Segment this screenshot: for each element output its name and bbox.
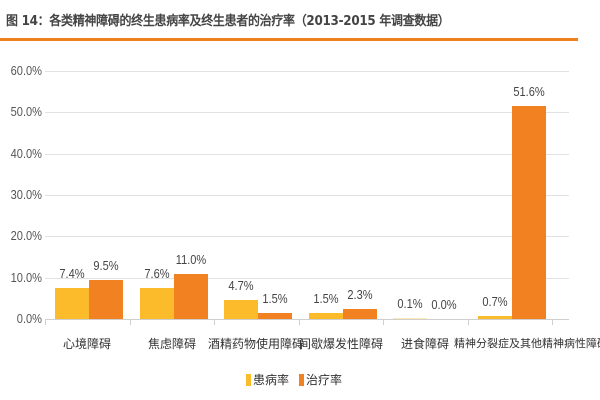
y-tick-label: 0.0% [16, 311, 42, 326]
x-category-label: 焦虑障碍 [147, 337, 196, 351]
x-category-label: 进食障碍 [400, 337, 449, 351]
legend-label: 治疗率 [306, 373, 343, 387]
y-tick-label: 30.0% [10, 187, 42, 202]
bar-treatment[interactable] [343, 309, 377, 319]
bar-treatment[interactable] [89, 280, 123, 319]
bar-prevalence[interactable] [140, 288, 174, 319]
y-tick-label: 60.0% [10, 63, 42, 78]
legend-swatch-prevalence [246, 373, 251, 386]
x-tick [45, 319, 46, 325]
bar-prevalence[interactable] [309, 313, 343, 319]
x-category-label: 间歇爆发性障碍 [298, 337, 383, 351]
bar-treatment[interactable] [174, 274, 208, 319]
data-label: 7.4% [59, 266, 85, 281]
legend-item-treatment[interactable]: 治疗率 [299, 371, 342, 388]
gridline [45, 154, 569, 155]
x-tick [383, 319, 384, 325]
bar-prevalence[interactable] [393, 318, 427, 319]
data-label: 2.3% [347, 287, 373, 302]
x-category-label: 酒精药物使用障碍 [207, 337, 304, 351]
bar-treatment[interactable] [258, 313, 292, 319]
title-divider [0, 38, 578, 41]
bar-prevalence[interactable] [55, 288, 89, 319]
y-tick-label: 40.0% [10, 146, 42, 161]
gridline [45, 71, 569, 72]
data-label: 1.5% [262, 291, 288, 306]
x-tick [468, 319, 469, 325]
gridline [45, 278, 569, 279]
legend-swatch-treatment [299, 373, 305, 386]
x-category-label: 精神分裂症及其他精神病性障碍 [454, 337, 600, 350]
legend: 患病率 治疗率 [246, 371, 352, 388]
chart-title: 图 14：各类精神障碍的终生患病率及终生患者的治疗率（2013-2015 年调查… [6, 14, 450, 29]
y-tick-label: 50.0% [10, 104, 42, 119]
data-label: 7.6% [144, 266, 170, 281]
x-tick [130, 319, 131, 325]
x-category-label: 心境障碍 [62, 337, 111, 351]
data-label: 4.7% [228, 278, 254, 293]
x-tick [299, 319, 300, 325]
legend-item-prevalence[interactable]: 患病率 [246, 371, 289, 388]
x-axis-line [45, 319, 569, 320]
gridline [45, 112, 569, 113]
data-label: 51.6% [513, 84, 545, 99]
data-label: 11.0% [175, 252, 207, 267]
data-label: 0.7% [482, 294, 508, 309]
data-label: 9.5% [93, 258, 119, 273]
data-label: 0.0% [431, 297, 457, 312]
x-tick [552, 319, 553, 325]
bar-treatment[interactable] [512, 106, 546, 319]
legend-label: 患病率 [253, 373, 290, 387]
data-label: 0.1% [397, 296, 423, 311]
data-label: 1.5% [313, 291, 339, 306]
gridline [45, 236, 569, 237]
x-tick [214, 319, 215, 325]
bar-prevalence[interactable] [224, 300, 258, 319]
bar-prevalence[interactable] [478, 316, 512, 319]
gridline [45, 195, 569, 196]
y-tick-label: 20.0% [10, 228, 42, 243]
y-tick-label: 10.0% [10, 270, 42, 285]
